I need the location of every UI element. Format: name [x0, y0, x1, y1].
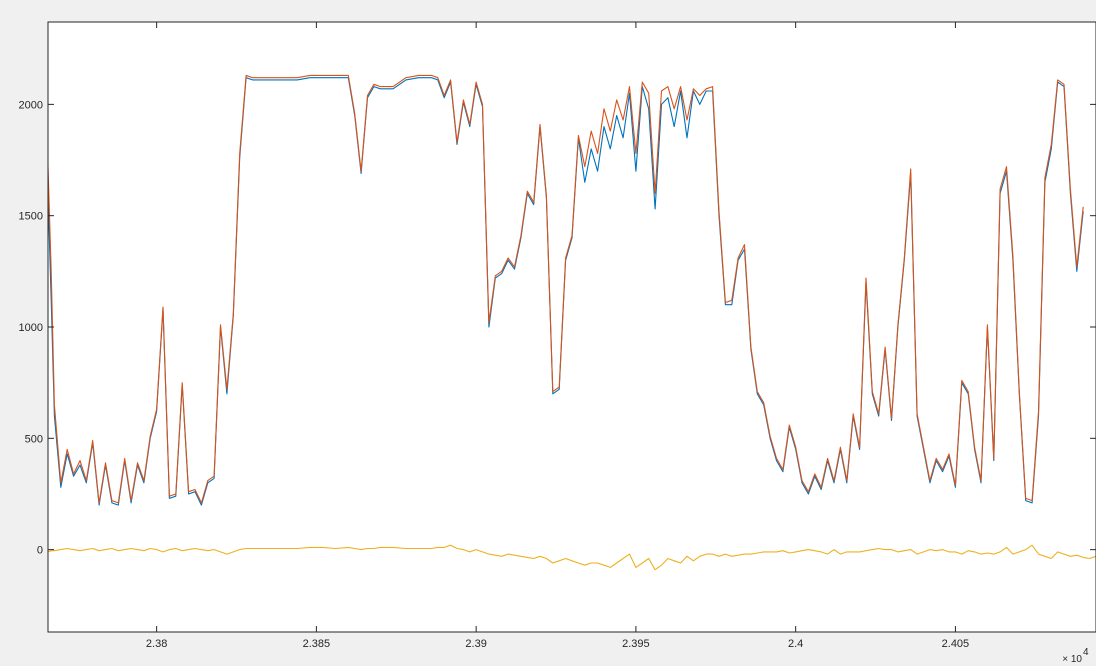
y-tick-label: 500: [25, 433, 43, 445]
y-tick-label: 0: [37, 545, 43, 557]
y-axis: 0 500 1000 1500 2000: [19, 99, 1096, 557]
series-layer: [47, 74, 1096, 571]
x-tick-label: 2.39: [465, 638, 486, 650]
x-exponent-base: × 10: [1062, 654, 1082, 665]
x-exponent-label: × 10 4: [1062, 647, 1089, 665]
x-tick-label: 2.405: [942, 638, 970, 650]
x-exponent-power: 4: [1083, 647, 1089, 658]
y-tick-label: 2000: [19, 99, 43, 111]
series-line-3: [47, 544, 1096, 571]
x-tick-label: 2.395: [622, 638, 650, 650]
series-line-2: [47, 74, 1084, 504]
x-tick-label: 2.385: [303, 638, 331, 650]
axes-background: [48, 22, 1096, 632]
x-tick-label: 2.38: [146, 638, 167, 650]
y-tick-label: 1500: [19, 211, 43, 223]
x-tick-label: 2.4: [788, 638, 803, 650]
y-tick-label: 1000: [19, 322, 43, 334]
x-axis: 2.38 2.385 2.39 2.395 2.4 2.405: [146, 22, 969, 650]
